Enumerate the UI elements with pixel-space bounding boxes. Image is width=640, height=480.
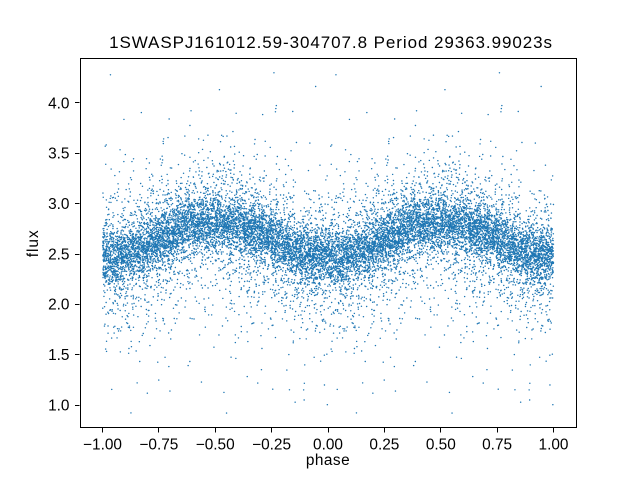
svg-text:1.00: 1.00 (539, 436, 569, 453)
svg-text:0.25: 0.25 (369, 436, 399, 453)
svg-text:3.5: 3.5 (48, 146, 69, 163)
svg-text:−0.50: −0.50 (196, 436, 235, 453)
svg-text:−0.25: −0.25 (252, 436, 291, 453)
svg-text:0.00: 0.00 (313, 436, 343, 453)
svg-text:phase: phase (306, 452, 350, 469)
svg-text:0.75: 0.75 (482, 436, 512, 453)
svg-text:1SWASPJ161012.59-304707.8 Peri: 1SWASPJ161012.59-304707.8 Period 29363.9… (109, 33, 553, 52)
svg-text:−1.00: −1.00 (83, 436, 122, 453)
svg-text:1.0: 1.0 (48, 397, 69, 414)
svg-text:−0.75: −0.75 (139, 436, 178, 453)
svg-text:0.50: 0.50 (426, 436, 456, 453)
svg-text:1.5: 1.5 (48, 347, 69, 364)
svg-text:2.0: 2.0 (48, 297, 69, 314)
svg-text:4.0: 4.0 (48, 95, 69, 112)
svg-text:2.5: 2.5 (48, 246, 69, 263)
svg-text:3.0: 3.0 (48, 196, 69, 213)
svg-text:flux: flux (25, 229, 42, 257)
